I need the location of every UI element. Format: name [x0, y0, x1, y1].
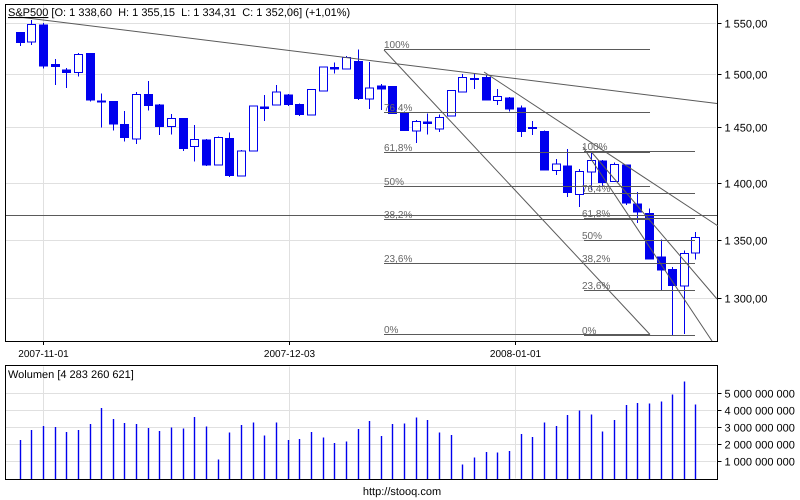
svg-text:1 350,00: 1 350,00 [725, 236, 768, 248]
svg-text:3 000 000 000: 3 000 000 000 [725, 423, 795, 435]
svg-text:0%: 0% [582, 326, 597, 337]
svg-text:4 000 000 000: 4 000 000 000 [725, 406, 795, 418]
svg-text:1 500,00: 1 500,00 [725, 70, 768, 82]
svg-text:S&P500 [O: 1 338,60 H: 1 355,: S&P500 [O: 1 338,60 H: 1 355,15 L: 1 334… [8, 7, 350, 19]
svg-text:1 550,00: 1 550,00 [725, 19, 768, 31]
svg-text:2 000 000 000: 2 000 000 000 [725, 440, 795, 452]
svg-text:0%: 0% [384, 325, 399, 336]
svg-text:1 400,00: 1 400,00 [725, 179, 768, 191]
svg-text:2007-11-01: 2007-11-01 [18, 349, 69, 360]
svg-text:61,8%: 61,8% [582, 209, 610, 220]
svg-text:38,2%: 38,2% [384, 210, 412, 221]
svg-text:76,4%: 76,4% [384, 103, 412, 114]
svg-text:1 300,00: 1 300,00 [725, 294, 768, 306]
svg-text:2008-01-01: 2008-01-01 [490, 349, 542, 360]
svg-text:100%: 100% [384, 40, 410, 51]
svg-text:38,2%: 38,2% [582, 254, 610, 265]
svg-text:23,6%: 23,6% [582, 281, 610, 292]
svg-text:http://stooq.com: http://stooq.com [363, 486, 441, 498]
svg-text:61,8%: 61,8% [384, 143, 412, 154]
svg-text:100%: 100% [582, 142, 608, 153]
svg-text:Wolumen [4 283 260 621]: Wolumen [4 283 260 621] [8, 369, 134, 381]
svg-text:1 000 000 000: 1 000 000 000 [725, 457, 795, 469]
svg-text:2007-12-03: 2007-12-03 [264, 349, 316, 360]
svg-text:1 450,00: 1 450,00 [725, 123, 768, 135]
svg-text:23,6%: 23,6% [384, 254, 412, 265]
svg-text:5 000 000 000: 5 000 000 000 [725, 389, 795, 401]
svg-text:76,4%: 76,4% [582, 184, 610, 195]
svg-text:50%: 50% [582, 231, 602, 242]
svg-text:50%: 50% [384, 177, 404, 188]
